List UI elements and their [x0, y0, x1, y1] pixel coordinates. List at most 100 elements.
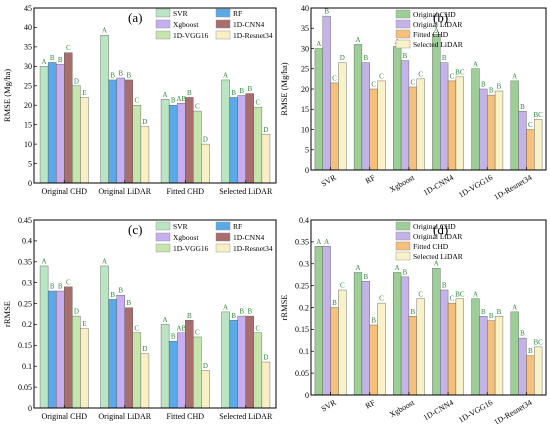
bar [526, 129, 535, 171]
significance-letter: B [442, 54, 447, 62]
bar [47, 62, 57, 184]
y-tick-label: 0.3 [299, 260, 309, 269]
category-label: Xgboost [388, 173, 417, 195]
significance-letter: B [50, 283, 55, 291]
significance-letter: B [403, 52, 408, 60]
bar [432, 267, 441, 396]
bar [245, 93, 255, 184]
bar [377, 302, 386, 396]
bar [487, 320, 496, 396]
significance-letter: B [247, 85, 252, 93]
bar [245, 315, 255, 409]
significance-letter: A [102, 27, 107, 35]
panel-label: (d) [433, 222, 448, 237]
category-label: Original LiDAR [98, 412, 151, 421]
bar [440, 289, 449, 396]
significance-letter: C [418, 290, 423, 298]
y-tick-label: 0.35 [295, 238, 309, 247]
bar [168, 105, 178, 184]
y-tick-label: 10 [24, 140, 32, 149]
bar [116, 77, 125, 184]
bar [229, 320, 238, 409]
significance-letter: D [340, 54, 345, 62]
significance-letter: D [74, 308, 79, 316]
category-label: SVR [320, 173, 339, 189]
bar [338, 62, 347, 171]
category-label: Original LiDAR [98, 187, 151, 196]
bar [132, 332, 142, 409]
plot-frame [33, 219, 277, 409]
significance-letter: A [42, 58, 47, 66]
significance-letter: C [135, 97, 140, 105]
bar [176, 332, 186, 409]
significance-letter: A [316, 40, 321, 48]
significance-letter: B [481, 308, 486, 316]
bar [440, 62, 449, 171]
legend-swatch [155, 30, 171, 40]
significance-letter: B [442, 282, 447, 290]
bar [193, 110, 202, 184]
legend-swatch [215, 30, 231, 40]
legend-swatch [215, 221, 231, 231]
significance-letter: D [263, 126, 268, 134]
y-tick-label: 25 [24, 82, 32, 91]
significance-letter: A [223, 303, 228, 311]
legend-swatch [395, 231, 411, 241]
significance-letter: A [355, 264, 360, 272]
y-axis-label: RMSE (Mg/ha) [279, 62, 289, 115]
significance-letter: A [324, 238, 329, 246]
legend-label: SVR [173, 9, 188, 18]
bar [124, 307, 134, 409]
y-tick-label: 25 [301, 65, 309, 74]
bar [479, 316, 488, 396]
legend-label: Original CHD [413, 222, 456, 231]
category-label: Selected LiDAR [219, 412, 273, 421]
significance-letter: C [379, 72, 384, 80]
bar [322, 246, 331, 396]
category-label: 1D-CNN4 [422, 173, 455, 197]
legend-label: 1D-CNN4 [233, 20, 264, 29]
significance-letter: A [434, 260, 439, 268]
bar [471, 68, 480, 171]
category-label: Xgboost [388, 398, 417, 420]
significance-letter: A [42, 257, 47, 265]
bar [487, 94, 496, 171]
bar [39, 66, 49, 184]
bar [408, 316, 417, 396]
bar [361, 281, 370, 396]
bar [237, 315, 246, 409]
significance-letter: B [363, 54, 368, 62]
y-tick-label: 30 [301, 44, 309, 53]
significance-letter: A [316, 238, 321, 246]
significance-letter: BC [533, 111, 543, 119]
bar [330, 307, 339, 396]
category-label: Original CHD [41, 412, 87, 421]
category-label: 1D-Resnet34 [492, 398, 533, 424]
bar [479, 88, 488, 171]
bar [72, 85, 81, 184]
bar [55, 290, 65, 409]
legend-label: RF [233, 222, 242, 231]
bar [494, 316, 504, 396]
significance-letter: B [520, 330, 525, 338]
bar [408, 86, 417, 171]
bar [160, 99, 170, 184]
bar [201, 370, 210, 409]
bar [193, 336, 202, 409]
bar [100, 265, 109, 409]
bar [253, 106, 263, 184]
significance-letter: C [379, 295, 384, 303]
significance-letter: B [371, 317, 376, 325]
significance-letter: A [355, 36, 360, 44]
significance-letter: C [256, 99, 261, 107]
legend-label: Xgboost [173, 233, 199, 242]
bar [185, 97, 194, 184]
y-tick-label: 0.1 [22, 362, 32, 371]
y-tick-label: 0.35 [18, 258, 32, 267]
category-label: SVR [320, 398, 339, 414]
legend-swatch [395, 221, 411, 231]
significance-letter: B [126, 299, 131, 307]
bar [393, 46, 402, 171]
